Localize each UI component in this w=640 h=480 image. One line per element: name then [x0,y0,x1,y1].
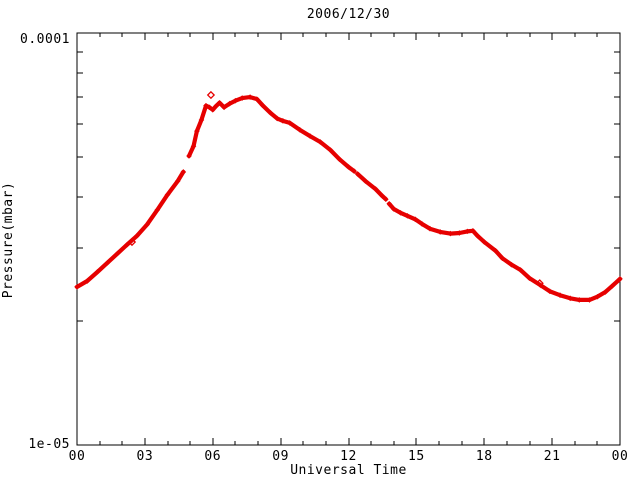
pressure-curve [74,169,186,289]
y-axis-min-label: 1e-05 [28,437,70,452]
outlier-diamond-marker [206,90,216,100]
x-tick-label: 18 [475,449,493,464]
plot-frame [76,32,621,446]
curve-markers [354,171,389,203]
curve-markers [186,94,357,174]
pressure-curve [387,201,623,302]
x-tick-label: 00 [68,449,86,464]
x-tick-label: 06 [204,449,222,464]
curve-markers [386,200,623,303]
x-tick-label: 21 [543,449,561,464]
x-tick-label: 03 [136,449,154,464]
chart-title: 2006/12/30 [306,7,391,22]
x-tick-label: 12 [340,449,357,464]
outlier-diamond-marker [535,279,544,288]
x-axis-title: Universal Time [290,463,407,478]
x-tick-label: 00 [611,449,629,464]
x-tick-label: 15 [408,449,425,464]
x-tick-label: 09 [272,449,289,464]
curve-markers [74,169,187,290]
outlier-diamond-marker [127,237,137,247]
y-axis-max-label: 0.0001 [20,32,70,47]
